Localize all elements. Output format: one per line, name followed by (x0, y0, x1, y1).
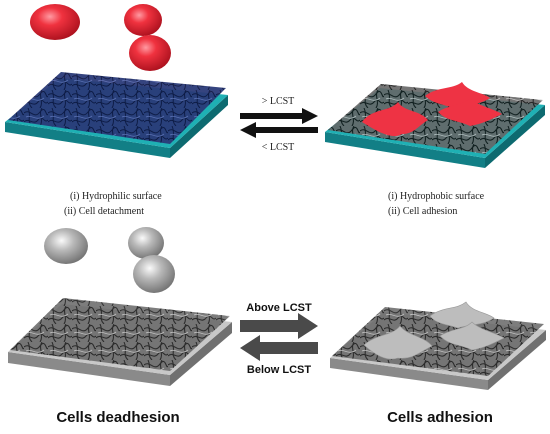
arrow-label: Below LCST (247, 364, 311, 376)
red-cells-floating (30, 4, 171, 71)
arrow-label: > LCST (262, 96, 295, 107)
gray-cells-floating (44, 227, 175, 293)
top-arrows (240, 108, 318, 138)
gray-cells-attached (363, 301, 505, 360)
gray-slab-left (8, 298, 232, 386)
arrow-label: < LCST (262, 142, 295, 153)
arrow-label: Above LCST (246, 302, 312, 314)
red-cells-attached (362, 82, 502, 137)
bottom-arrows (240, 313, 318, 361)
caption-line: (ii) Cell detachment (64, 206, 144, 217)
caption-line: (i) Hydrophilic surface (70, 191, 162, 202)
caption: Cells adhesion (387, 409, 493, 426)
caption: Cells deadhesion (56, 409, 179, 426)
hydrophobic-slab (325, 84, 545, 168)
hydrophilic-slab (5, 72, 228, 158)
caption-line: (ii) Cell adhesion (388, 206, 457, 217)
gray-slab-right (330, 307, 546, 390)
caption-line: (i) Hydrophobic surface (388, 191, 485, 202)
